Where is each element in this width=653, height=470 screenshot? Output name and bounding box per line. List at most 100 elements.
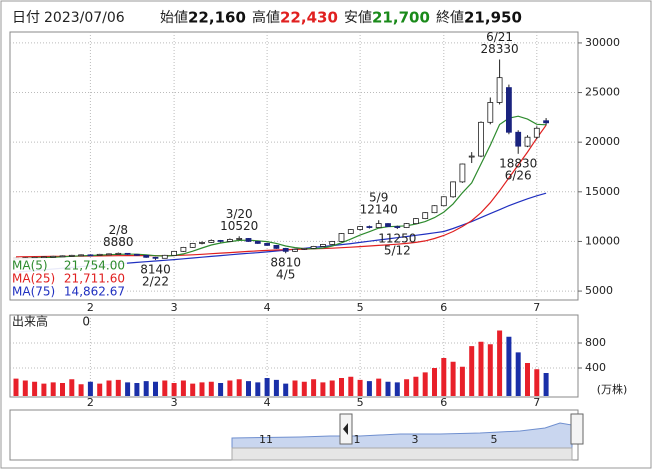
x-tick-label: 3 <box>171 301 178 314</box>
volume-bar <box>441 358 447 396</box>
candle-body <box>468 155 475 158</box>
volume-bar <box>292 380 298 396</box>
y-tick-label: 25000 <box>585 86 620 99</box>
x-tick-label: 4 <box>264 396 271 409</box>
x-tick-label: 2 <box>87 301 94 314</box>
candle-body <box>431 205 438 214</box>
volume-bar <box>376 378 382 396</box>
candle-body <box>115 252 122 255</box>
legend-name: MA(75) <box>12 285 55 299</box>
legend-value: 14,862.67 <box>64 285 125 299</box>
volume-bar <box>13 378 19 396</box>
volume-unit: (万株) <box>597 382 628 396</box>
ma-line <box>15 115 547 260</box>
navigator-area <box>231 422 573 449</box>
annotation-date: 2/8 <box>109 223 128 237</box>
x-tick-label: 6 <box>440 396 447 409</box>
volume-bar <box>246 381 251 396</box>
candle-body <box>180 246 187 252</box>
volume-bar <box>311 379 317 396</box>
x-tick-label: 5 <box>357 301 364 314</box>
candle-body <box>440 196 447 207</box>
candle-body <box>171 250 178 256</box>
volume-bar <box>432 368 437 396</box>
volume-bar <box>115 379 121 396</box>
annotation-value: 11250 <box>378 232 416 246</box>
candle-body <box>459 163 466 183</box>
candle-body <box>189 243 196 248</box>
legend-value: 21,711.60 <box>64 272 125 286</box>
y-tick-label: 400 <box>585 361 606 374</box>
candle-body <box>292 248 298 252</box>
candle-body <box>329 241 336 245</box>
x-tick-label: 4 <box>264 301 271 314</box>
volume-bar <box>487 344 493 396</box>
volume-bar <box>459 366 465 396</box>
volume-bar <box>143 381 149 396</box>
candle-body <box>310 245 317 249</box>
candle-body <box>264 243 271 246</box>
volume-bar <box>199 382 205 396</box>
volume-bar <box>534 369 540 396</box>
range-handle-right[interactable] <box>570 413 584 445</box>
candle-body <box>366 226 373 228</box>
y-tick-label: 20000 <box>585 135 620 148</box>
candle-body <box>59 255 66 258</box>
candle-body <box>375 223 382 228</box>
annotation-value: 8140 <box>140 262 171 276</box>
navigator-label: 1 <box>354 433 361 446</box>
candle-body <box>515 131 522 147</box>
field-value: 22,160 <box>188 9 246 27</box>
volume-bar <box>236 379 242 396</box>
x-tick-label: 3 <box>171 396 178 409</box>
y-tick-label: 15000 <box>585 185 620 198</box>
y-tick-label: 800 <box>585 336 606 349</box>
candle-body <box>394 226 401 228</box>
volume-bar <box>301 381 307 396</box>
volume-bar <box>283 383 289 396</box>
volume-bar <box>41 383 47 396</box>
volume-bar <box>171 383 177 396</box>
x-tick-label: 7 <box>533 396 540 409</box>
volume-bar <box>413 376 419 396</box>
candle-body <box>412 218 419 224</box>
annotation-date: 5/9 <box>369 191 388 205</box>
annotation-value: 12140 <box>360 203 398 217</box>
volume-bar <box>404 379 410 396</box>
candle-body <box>217 240 224 242</box>
candle-body <box>236 238 243 240</box>
candle-body <box>50 255 57 258</box>
volume-bar <box>162 380 168 396</box>
annotation-value: 28330 <box>481 42 519 56</box>
annotation-date: 4/5 <box>276 268 295 282</box>
volume-bar <box>218 383 224 396</box>
scrollbar[interactable] <box>231 447 573 461</box>
annotation-date: 2/22 <box>142 274 169 288</box>
ma-line <box>15 124 547 258</box>
volume-bar <box>255 382 261 396</box>
candle-body <box>106 253 112 256</box>
volume-bar <box>422 372 428 396</box>
annotation-date: 6/26 <box>505 168 532 182</box>
volume-bar <box>125 382 131 396</box>
x-tick-label: 2 <box>87 396 94 409</box>
annotation-date: 6/21 <box>486 30 513 44</box>
volume-bar <box>227 380 233 396</box>
volume-bar <box>339 378 344 396</box>
field-label: 高値 <box>252 9 280 26</box>
candle-body <box>245 238 252 242</box>
navigator-label: 5 <box>491 433 498 446</box>
volume-bar <box>60 383 65 396</box>
candle-body <box>524 136 531 147</box>
volume-current: 0 <box>82 315 90 329</box>
volume-bar <box>22 380 28 396</box>
volume-bar <box>357 379 363 396</box>
volume-bar <box>32 381 38 396</box>
navigator-label: 11 <box>259 433 273 446</box>
x-tick-label: 7 <box>533 301 540 314</box>
candle-body <box>403 223 410 228</box>
candle-body <box>254 241 261 244</box>
annotation-value: 8810 <box>270 256 301 270</box>
y-tick-label: 10000 <box>585 234 620 247</box>
navigator-label: 3 <box>412 433 419 446</box>
